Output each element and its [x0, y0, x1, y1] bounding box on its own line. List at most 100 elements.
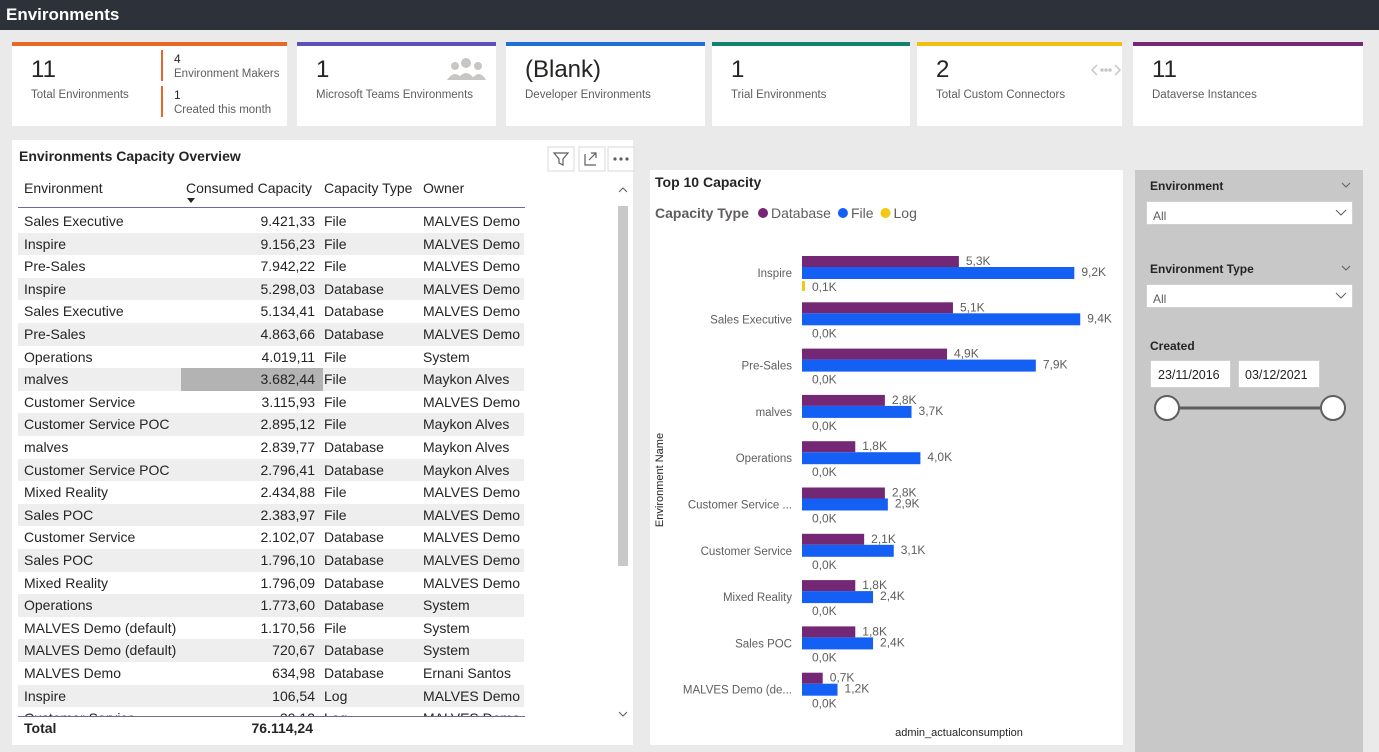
table-row[interactable]: Customer Service POC 2.796,41 Database Mayk…: [18, 458, 524, 482]
table-cell: Maykon Alves: [423, 416, 510, 433]
table-row[interactable]: Operations 4.019,11 File System: [18, 345, 524, 369]
table-row[interactable]: Customer Service 39,13 Log MALVES Demo: [18, 707, 524, 716]
table-row[interactable]: Inspire 106,54 Log MALVES Demo: [18, 684, 524, 708]
card-value: (Blank): [525, 56, 602, 83]
card-value: 1: [731, 56, 745, 83]
slicer-label: Environment: [1150, 179, 1224, 193]
cell-highlight: [181, 368, 323, 391]
table-cell: 5.134,41: [260, 303, 316, 320]
date-input[interactable]: 03/12/2021: [1238, 360, 1320, 388]
table-cell: Operations: [24, 348, 93, 365]
chart-panel: [650, 170, 1123, 745]
table-cell: System: [423, 619, 470, 636]
kpi-card: [12, 42, 287, 126]
table-cell: Pre-Sales: [24, 258, 86, 275]
table-cell: MALVES Demo: [423, 326, 520, 342]
table-row[interactable]: Mixed Reality 2.434,88 File MALVES Demo: [18, 481, 524, 504]
table-cell: File: [324, 371, 347, 388]
slicer-dropdown[interactable]: All: [1146, 284, 1353, 308]
card-divider: [161, 50, 163, 81]
total-label: Total: [24, 720, 57, 736]
table-cell: File: [324, 235, 347, 252]
table-row[interactable]: Customer Service 2.102,07 Database MALVES D…: [18, 526, 524, 549]
card-label: Trial Environments: [731, 89, 827, 101]
card-label: Developer Environments: [525, 89, 651, 101]
table-cell: Database: [324, 574, 384, 591]
table-cell: MALVES Demo: [423, 280, 520, 297]
table-cell: Maykon Alves: [423, 371, 510, 388]
card-label: Total Environments: [31, 89, 129, 101]
table-cell: Inspire: [24, 280, 67, 297]
header-bar: Environments: [0, 0, 1379, 30]
table-cell: Database: [324, 303, 384, 320]
table-cell: File: [324, 416, 347, 433]
table-row[interactable]: Inspire 9.156,23 File MALVES Demo: [18, 232, 524, 256]
card-value: 2: [936, 56, 950, 83]
table-cell: Pre-Sales: [24, 326, 86, 342]
table-cell: Customer Service POC: [24, 416, 170, 433]
table-cell: Mixed Reality: [24, 484, 109, 501]
date-input[interactable]: 23/11/2016: [1150, 360, 1231, 388]
table-cell: 2.895,12: [260, 416, 316, 433]
table-cell: MALVES Demo: [423, 235, 520, 252]
table-cell: File: [324, 484, 347, 501]
table-row[interactable]: Customer Service POC 2.895,12 File Maykon A…: [18, 413, 524, 436]
table-cell: 1.773,60: [260, 597, 316, 614]
table-cell: Database: [324, 461, 384, 478]
table-cell: MALVES Demo: [423, 574, 520, 591]
table-row[interactable]: Sales Executive 5.134,41 Database MALVES De…: [18, 300, 524, 323]
table-row[interactable]: malves 2.839,77 Database Maykon Alves: [18, 436, 524, 459]
table-row[interactable]: Sales POC 2.383,97 File MALVES Demo: [18, 503, 524, 527]
table-cell: 3.115,93: [261, 393, 315, 410]
table-row[interactable]: MALVES Demo (default) 720,67 Database Syste…: [18, 639, 524, 662]
table-cell: 2.839,77: [260, 439, 316, 455]
table-cell: 7.942,22: [260, 258, 316, 275]
table-cell: 2.796,41: [260, 461, 316, 478]
table-row[interactable]: Inspire 5.298,03 Database MALVES Demo: [18, 277, 524, 301]
table-cell: MALVES Demo: [423, 303, 520, 320]
table-cell: Database: [324, 552, 384, 568]
table-cell: 720,67: [272, 642, 315, 659]
table-cell: Inspire: [24, 687, 67, 704]
table-row[interactable]: Pre-Sales 7.942,22 File MALVES Demo: [18, 255, 524, 278]
table-cell: MALVES Demo: [423, 687, 520, 704]
table-cell: 4.019,11: [261, 348, 315, 365]
card-value: 11: [31, 56, 56, 83]
table-cell: System: [423, 348, 470, 365]
table-cell: Database: [324, 280, 384, 297]
table-cell: MALVES Demo: [423, 552, 520, 568]
card-detail-value: 4: [174, 52, 181, 66]
table-row[interactable]: Sales Executive 9.421,33 File MALVES Demo: [18, 210, 524, 233]
kpi-card: [917, 42, 1122, 126]
table-cell: Customer Service: [24, 709, 135, 716]
table-row[interactable]: Pre-Sales 4.863,66 Database MALVES Demo: [18, 323, 524, 346]
kpi-card: [1133, 42, 1363, 126]
table-cell: 2.383,97: [260, 506, 316, 523]
table-row[interactable]: Customer Service 3.115,93 File MALVES Demo: [18, 390, 524, 414]
slicer-label: Created: [1150, 339, 1195, 353]
table-row[interactable]: Sales POC 1.796,10 Database MALVES Demo: [18, 549, 524, 572]
table-cell: System: [423, 597, 470, 614]
table-row[interactable]: malves 3.682,44 File Maykon Alves: [18, 368, 524, 391]
table-row[interactable]: MALVES Demo (default) 1.170,56 File System: [18, 616, 524, 640]
table-cell: Sales Executive: [24, 213, 124, 229]
table-cell: 4.863,66: [260, 326, 316, 342]
table-cell: MALVES Demo: [423, 529, 520, 546]
table-row[interactable]: MALVES Demo 634,98 Database Ernani Santos: [18, 662, 524, 685]
slicer-dropdown[interactable]: All: [1146, 201, 1353, 225]
table-title: Environments Capacity Overview: [19, 148, 241, 164]
table-cell: 39,13: [280, 709, 315, 716]
card-value: 11: [1152, 56, 1177, 83]
table-body: Sales Executive 9.421,33 File MALVES Demo In…: [12, 208, 612, 716]
table-row[interactable]: Operations 1.773,60 Database System: [18, 594, 524, 617]
table-cell: 3.682,44: [260, 371, 316, 388]
slicer-panel: [1135, 170, 1363, 752]
card-label: Total Custom Connectors: [936, 89, 1066, 101]
column-header: Capacity Type: [324, 180, 413, 196]
table-cell: Inspire: [24, 235, 67, 252]
table-cell: malves: [24, 439, 69, 455]
table-cell: Database: [324, 642, 384, 659]
card-detail-label: Created this month: [174, 104, 272, 116]
table-row[interactable]: Mixed Reality 1.796,09 Database MALVES Demo: [18, 571, 524, 595]
